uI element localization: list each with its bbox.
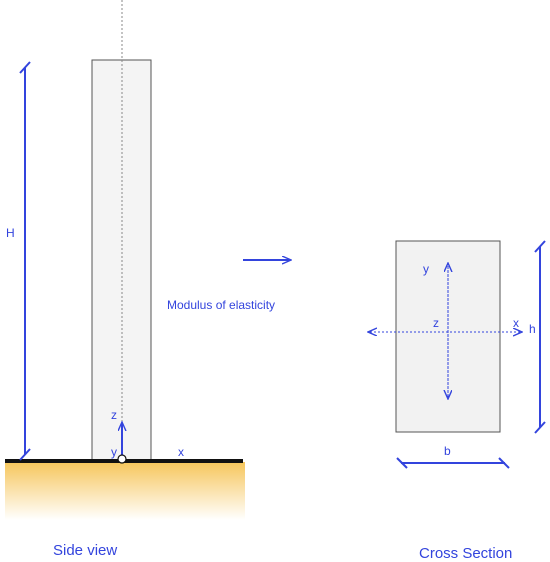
height-label: H xyxy=(6,226,15,240)
axis-y-label: y xyxy=(111,445,117,459)
side-view-caption: Side view xyxy=(53,542,117,559)
axis-z-label: z xyxy=(111,408,117,422)
section-height-dimension[interactable] xyxy=(534,240,546,434)
cross-section: y z x h b Cross Section xyxy=(369,240,546,562)
section-width-dimension[interactable] xyxy=(396,457,510,469)
section-axis-y-label: y xyxy=(423,262,429,276)
height-dimension[interactable] xyxy=(19,61,31,461)
cross-section-caption: Cross Section xyxy=(419,545,512,562)
section-axis-z-label: z xyxy=(433,316,439,330)
section-height-label: h xyxy=(529,322,536,336)
section-axis-x-label: x xyxy=(513,316,519,330)
soil xyxy=(5,462,245,520)
base-support-node[interactable] xyxy=(117,454,127,464)
side-view: H z y x Side view xyxy=(5,0,245,559)
section-width-label: b xyxy=(444,444,451,458)
axis-x-label: x xyxy=(178,445,184,459)
modulus-label[interactable]: Modulus of elasticity xyxy=(167,298,275,312)
